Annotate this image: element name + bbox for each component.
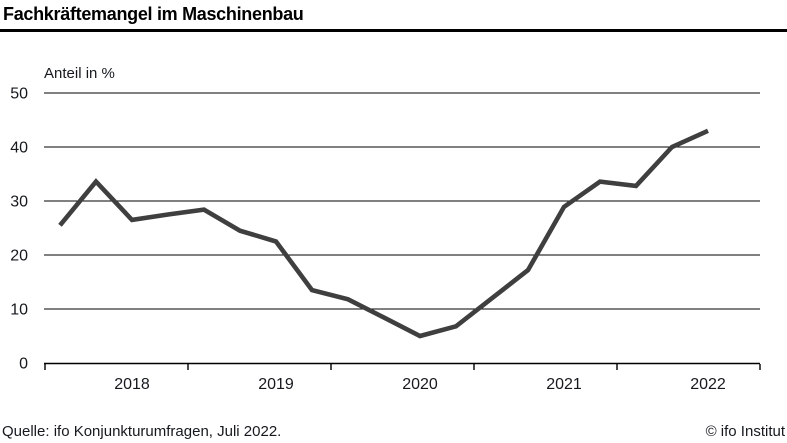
y-tick-label: 50 — [10, 86, 28, 103]
title-divider — [0, 29, 787, 32]
y-tick-label: 40 — [10, 140, 28, 157]
x-tick-label: 2022 — [690, 376, 726, 393]
x-tick-label: 2018 — [114, 376, 150, 393]
copyright-note: © ifo Institut — [705, 423, 785, 440]
y-axis-unit-label: Anteil in % — [44, 65, 115, 82]
source-note: Quelle: ifo Konjunkturumfragen, Juli 202… — [2, 423, 282, 440]
x-tick-label: 2020 — [402, 376, 438, 393]
page-title: Fachkräftemangel im Maschinenbau — [3, 4, 304, 24]
y-tick-label: 10 — [10, 302, 28, 319]
x-tick-label: 2019 — [258, 376, 294, 393]
y-tick-label: 0 — [19, 356, 28, 373]
y-tick-label: 30 — [10, 194, 28, 211]
data-line — [58, 128, 709, 339]
x-tick-label: 2021 — [546, 376, 582, 393]
y-tick-label: 20 — [10, 248, 28, 265]
